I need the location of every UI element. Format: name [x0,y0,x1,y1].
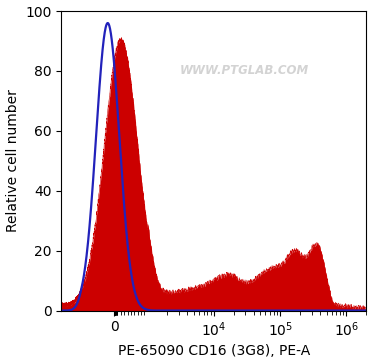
X-axis label: PE-65090 CD16 (3G8), PE-A: PE-65090 CD16 (3G8), PE-A [118,344,310,359]
Y-axis label: Relative cell number: Relative cell number [6,90,20,232]
Text: WWW.PTGLAB.COM: WWW.PTGLAB.COM [180,64,309,78]
